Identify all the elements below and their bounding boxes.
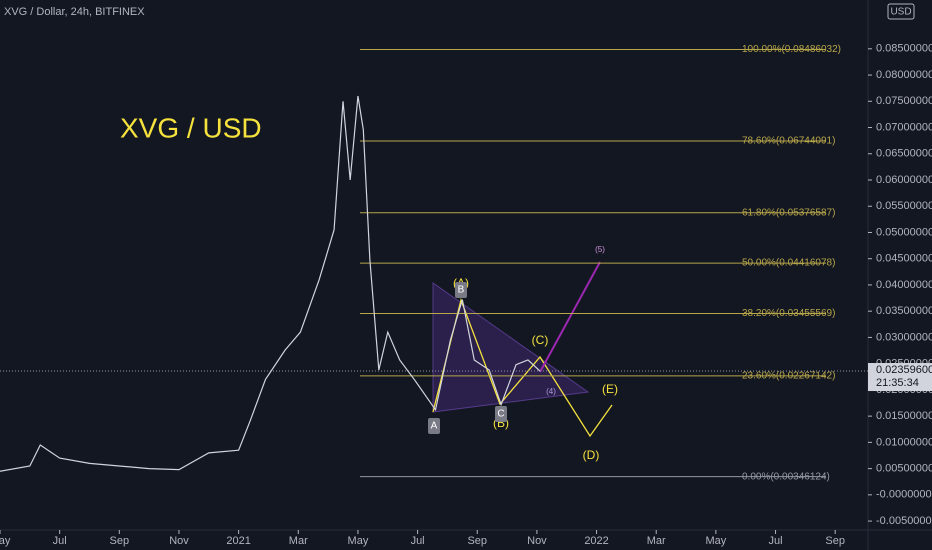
y-tick-label: -0.00500000	[876, 515, 932, 527]
wave-box	[495, 406, 507, 422]
y-tick-label: 0.03000000	[876, 331, 932, 343]
wave-label: (C)	[532, 333, 549, 347]
x-tick-label: Mar	[647, 535, 666, 547]
y-tick-label: 0.08000000	[876, 69, 932, 81]
x-tick-label: Nov	[527, 535, 547, 547]
x-tick-label: Mar	[289, 535, 308, 547]
wave-5	[539, 261, 601, 373]
wave-label: A	[431, 421, 438, 432]
wave-label: (4)	[546, 387, 556, 396]
countdown: 21:35:34	[876, 377, 919, 389]
chart-title: XVG / Dollar, 24h, BITFINEX	[4, 6, 145, 18]
x-tick-label: Jul	[769, 535, 783, 547]
y-tick-label: 0.04500000	[876, 253, 932, 265]
fib-label: 61.80%(0.05376587)	[742, 207, 835, 218]
fib-label: 100.00%(0.08486032)	[742, 44, 841, 55]
currency: USD	[890, 7, 911, 18]
last-price-box	[868, 363, 932, 392]
fib-label: 0.00%(0.00346124)	[742, 471, 830, 482]
y-tick-label: 0.06000000	[876, 174, 932, 186]
y-tick-label: 0.00500000	[876, 463, 932, 475]
currency-box	[887, 3, 915, 20]
fib-label: 38.20%(0.03455569)	[742, 308, 835, 319]
x-tick-label: Nov	[169, 535, 189, 547]
wave-label: B	[458, 285, 465, 296]
x-tick-label: Sep	[110, 535, 130, 547]
wave-box	[428, 418, 440, 434]
wave-label: C	[497, 409, 504, 420]
x-tick-label: May	[348, 535, 369, 547]
y-tick-label: 0.07500000	[876, 95, 932, 107]
y-tick-label: 0.04000000	[876, 279, 932, 291]
x-tick-label: 2022	[584, 535, 608, 547]
price-line	[0, 95, 541, 472]
y-tick-label: 0.05500000	[876, 200, 932, 212]
triangle	[432, 282, 590, 413]
x-tick-label: Sep	[467, 535, 487, 547]
fib-label: 50.00%(0.04416078)	[742, 258, 835, 269]
x-tick-label: Jul	[411, 535, 425, 547]
y-tick-label: 0.07000000	[876, 121, 932, 133]
x-tick-label: 2021	[226, 535, 250, 547]
wave-box	[455, 282, 467, 298]
x-tick-label: May	[0, 535, 11, 547]
wave-label: (5)	[595, 245, 605, 254]
watermark: XVG / USD	[120, 112, 262, 143]
wave-label: (D)	[583, 448, 600, 462]
last-price: 0.02359600	[876, 364, 932, 376]
fib-label: 78.60%(0.06744091)	[742, 136, 835, 147]
y-tick-label: 0.03500000	[876, 305, 932, 317]
fib-label: 23.60%(0.02267142)	[742, 371, 835, 382]
y-tick-label: 0.08500000	[876, 43, 932, 55]
x-tick-label: Jul	[53, 535, 67, 547]
y-tick-label: 0.01500000	[876, 410, 932, 422]
y-tick-label: 0.05000000	[876, 226, 932, 238]
x-tick-label: May	[705, 535, 726, 547]
x-tick-label: Sep	[825, 535, 845, 547]
wave-label: (E)	[602, 382, 618, 396]
y-tick-label: 0.06500000	[876, 148, 932, 160]
y-tick-label: 0.01000000	[876, 436, 932, 448]
y-tick-label: -0.00000000	[876, 489, 932, 501]
